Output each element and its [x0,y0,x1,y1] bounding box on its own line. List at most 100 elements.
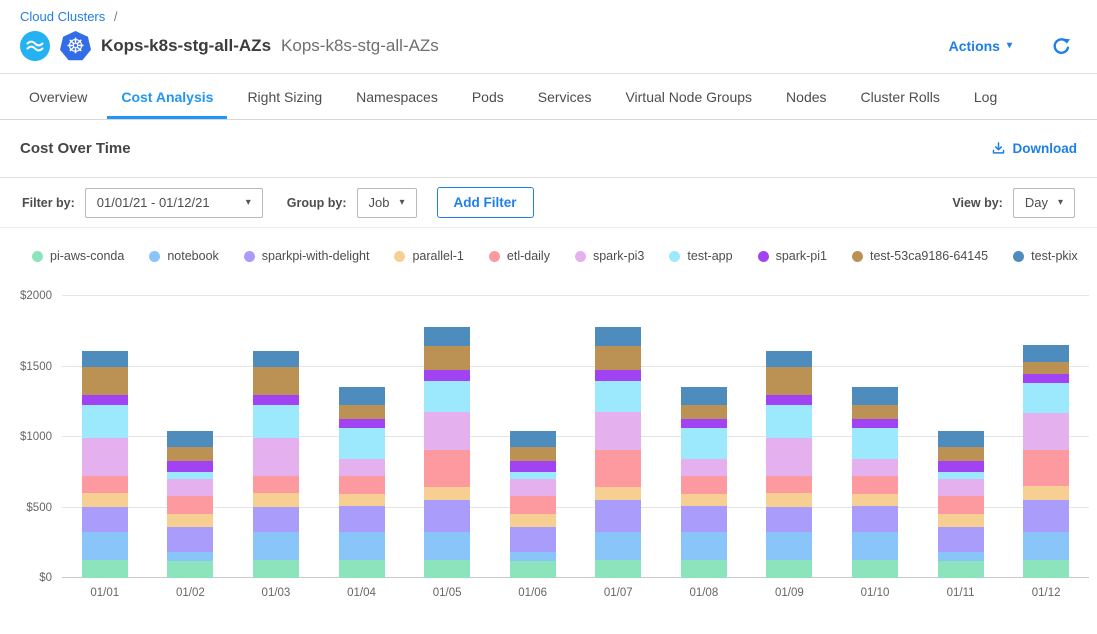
segment-pi-aws-conda[interactable] [167,561,214,578]
segment-notebook[interactable] [81,532,128,560]
segment-etl-daily[interactable] [1023,449,1070,486]
bar-01/12[interactable] [1023,344,1070,578]
tab-namespaces[interactable]: Namespaces [356,89,438,105]
segment-notebook[interactable] [167,551,214,562]
segment-sparkpi-with-delight[interactable] [680,506,727,533]
segment-spark-pi1[interactable] [509,461,556,472]
segment-etl-daily[interactable] [851,476,898,495]
segment-pi-aws-conda[interactable] [424,559,471,578]
segment-pi-aws-conda[interactable] [509,561,556,578]
segment-notebook[interactable] [680,532,727,560]
segment-test-53ca9186-64145[interactable] [167,446,214,462]
segment-pi-aws-conda[interactable] [766,559,813,578]
segment-notebook[interactable] [937,551,984,562]
legend-item-spark-pi3[interactable]: spark-pi3 [574,249,644,263]
segment-spark-pi3[interactable] [338,458,385,477]
segment-etl-daily[interactable] [680,476,727,495]
tab-log[interactable]: Log [973,89,998,105]
segment-spark-pi1[interactable] [595,370,642,382]
view-by-select[interactable]: Day ▾ [1012,187,1075,218]
legend-item-test-pkix[interactable]: test-pkix [1013,249,1078,263]
date-range-select[interactable]: 01/01/21 - 01/12/21 ▾ [84,187,263,218]
legend-item-test-app[interactable]: test-app [669,249,733,263]
segment-spark-pi3[interactable] [509,478,556,496]
segment-notebook[interactable] [424,532,471,560]
segment-test-pkix[interactable] [1023,344,1070,363]
add-filter-button[interactable]: Add Filter [436,187,534,218]
bar-01/10[interactable] [851,386,898,578]
segment-pi-aws-conda[interactable] [252,559,299,578]
legend-item-parallel-1[interactable]: parallel-1 [394,249,464,263]
segment-notebook[interactable] [252,532,299,560]
segment-parallel-1[interactable] [509,513,556,528]
segment-pi-aws-conda[interactable] [1023,559,1070,578]
legend-item-spark-pi1[interactable]: spark-pi1 [757,249,827,263]
bar-01/09[interactable] [766,351,813,578]
segment-spark-pi3[interactable] [252,437,299,476]
segment-parallel-1[interactable] [424,487,471,501]
segment-test-pkix[interactable] [680,386,727,406]
segment-spark-pi3[interactable] [1023,413,1070,450]
tab-nodes[interactable]: Nodes [786,89,827,105]
segment-test-app[interactable] [338,427,385,459]
segment-test-pkix[interactable] [167,430,214,447]
segment-test-pkix[interactable] [338,386,385,406]
segment-spark-pi1[interactable] [1023,373,1070,383]
segment-spark-pi1[interactable] [252,395,299,406]
tab-services[interactable]: Services [537,89,592,105]
segment-test-53ca9186-64145[interactable] [851,405,898,419]
segment-test-pkix[interactable] [766,351,813,368]
segment-notebook[interactable] [595,532,642,560]
segment-spark-pi3[interactable] [766,437,813,476]
breadcrumb-link-cloud-clusters[interactable]: Cloud Clusters [20,9,106,24]
segment-pi-aws-conda[interactable] [338,559,385,578]
segment-sparkpi-with-delight[interactable] [1023,499,1070,533]
segment-test-pkix[interactable] [937,430,984,447]
segment-sparkpi-with-delight[interactable] [424,500,471,533]
segment-sparkpi-with-delight[interactable] [509,527,556,552]
segment-test-pkix[interactable] [595,327,642,347]
segment-spark-pi1[interactable] [338,418,385,428]
segment-test-app[interactable] [595,381,642,413]
segment-etl-daily[interactable] [167,495,214,514]
segment-test-app[interactable] [1023,382,1070,414]
segment-test-53ca9186-64145[interactable] [680,405,727,419]
segment-test-53ca9186-64145[interactable] [424,346,471,371]
segment-test-53ca9186-64145[interactable] [1023,362,1070,374]
segment-spark-pi1[interactable] [424,370,471,382]
segment-test-53ca9186-64145[interactable] [595,346,642,371]
bar-01/05[interactable] [424,327,471,578]
segment-parallel-1[interactable] [252,493,299,507]
segment-notebook[interactable] [509,551,556,562]
segment-notebook[interactable] [851,532,898,560]
segment-test-app[interactable] [680,427,727,459]
segment-sparkpi-with-delight[interactable] [766,506,813,533]
segment-etl-daily[interactable] [424,449,471,488]
segment-parallel-1[interactable] [81,493,128,507]
actions-button[interactable]: Actions ▾ [949,38,1012,54]
bar-01/03[interactable] [252,351,299,578]
segment-notebook[interactable] [338,532,385,560]
segment-spark-pi3[interactable] [81,437,128,476]
segment-spark-pi3[interactable] [937,478,984,496]
segment-test-app[interactable] [851,427,898,459]
tab-overview[interactable]: Overview [29,89,88,105]
segment-test-53ca9186-64145[interactable] [937,446,984,462]
tab-cost-analysis[interactable]: Cost Analysis [107,74,228,119]
segment-test-pkix[interactable] [424,327,471,347]
segment-etl-daily[interactable] [937,495,984,514]
segment-sparkpi-with-delight[interactable] [252,506,299,533]
legend-item-etl-daily[interactable]: etl-daily [488,249,550,263]
segment-test-app[interactable] [766,405,813,438]
bar-01/07[interactable] [595,327,642,578]
bar-01/11[interactable] [937,430,984,578]
group-by-select[interactable]: Job ▾ [356,187,417,218]
segment-parallel-1[interactable] [851,494,898,507]
segment-etl-daily[interactable] [81,475,128,494]
segment-sparkpi-with-delight[interactable] [338,506,385,533]
legend-item-notebook[interactable]: notebook [149,249,219,263]
segment-test-pkix[interactable] [851,386,898,406]
segment-test-app[interactable] [509,471,556,479]
segment-spark-pi3[interactable] [424,412,471,450]
bar-01/02[interactable] [167,430,214,578]
